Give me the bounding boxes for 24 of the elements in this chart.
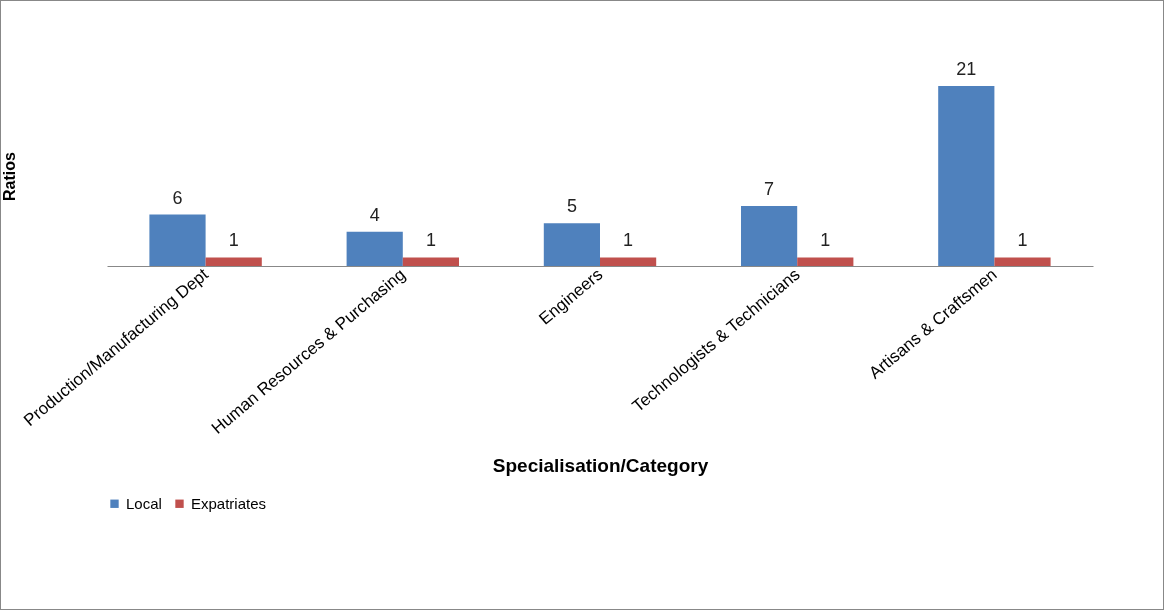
data-label: 4	[369, 204, 380, 225]
data-label: 21	[956, 59, 977, 79]
bar	[938, 86, 995, 266]
bar	[543, 223, 600, 266]
data-label: 1	[623, 230, 634, 251]
data-label: 5	[566, 196, 577, 217]
bar	[994, 257, 1051, 266]
data-label: 1	[228, 230, 239, 251]
bar	[149, 214, 206, 266]
data-label: 7	[764, 179, 775, 199]
data-label: 1	[425, 230, 436, 251]
y-axis-title: Ratios	[0, 151, 18, 201]
bar	[797, 257, 854, 266]
bar	[600, 257, 657, 266]
data-label: 1	[1017, 230, 1028, 251]
bar	[741, 206, 798, 266]
data-label: 6	[172, 187, 183, 208]
data-label: 1	[820, 230, 831, 251]
x-axis-title: Specialisation/Category	[492, 455, 709, 477]
legend-label: Expatriates	[191, 494, 267, 512]
bar	[402, 257, 459, 266]
legend-label: Local	[126, 494, 162, 512]
bar	[346, 231, 403, 266]
bar	[205, 257, 262, 266]
